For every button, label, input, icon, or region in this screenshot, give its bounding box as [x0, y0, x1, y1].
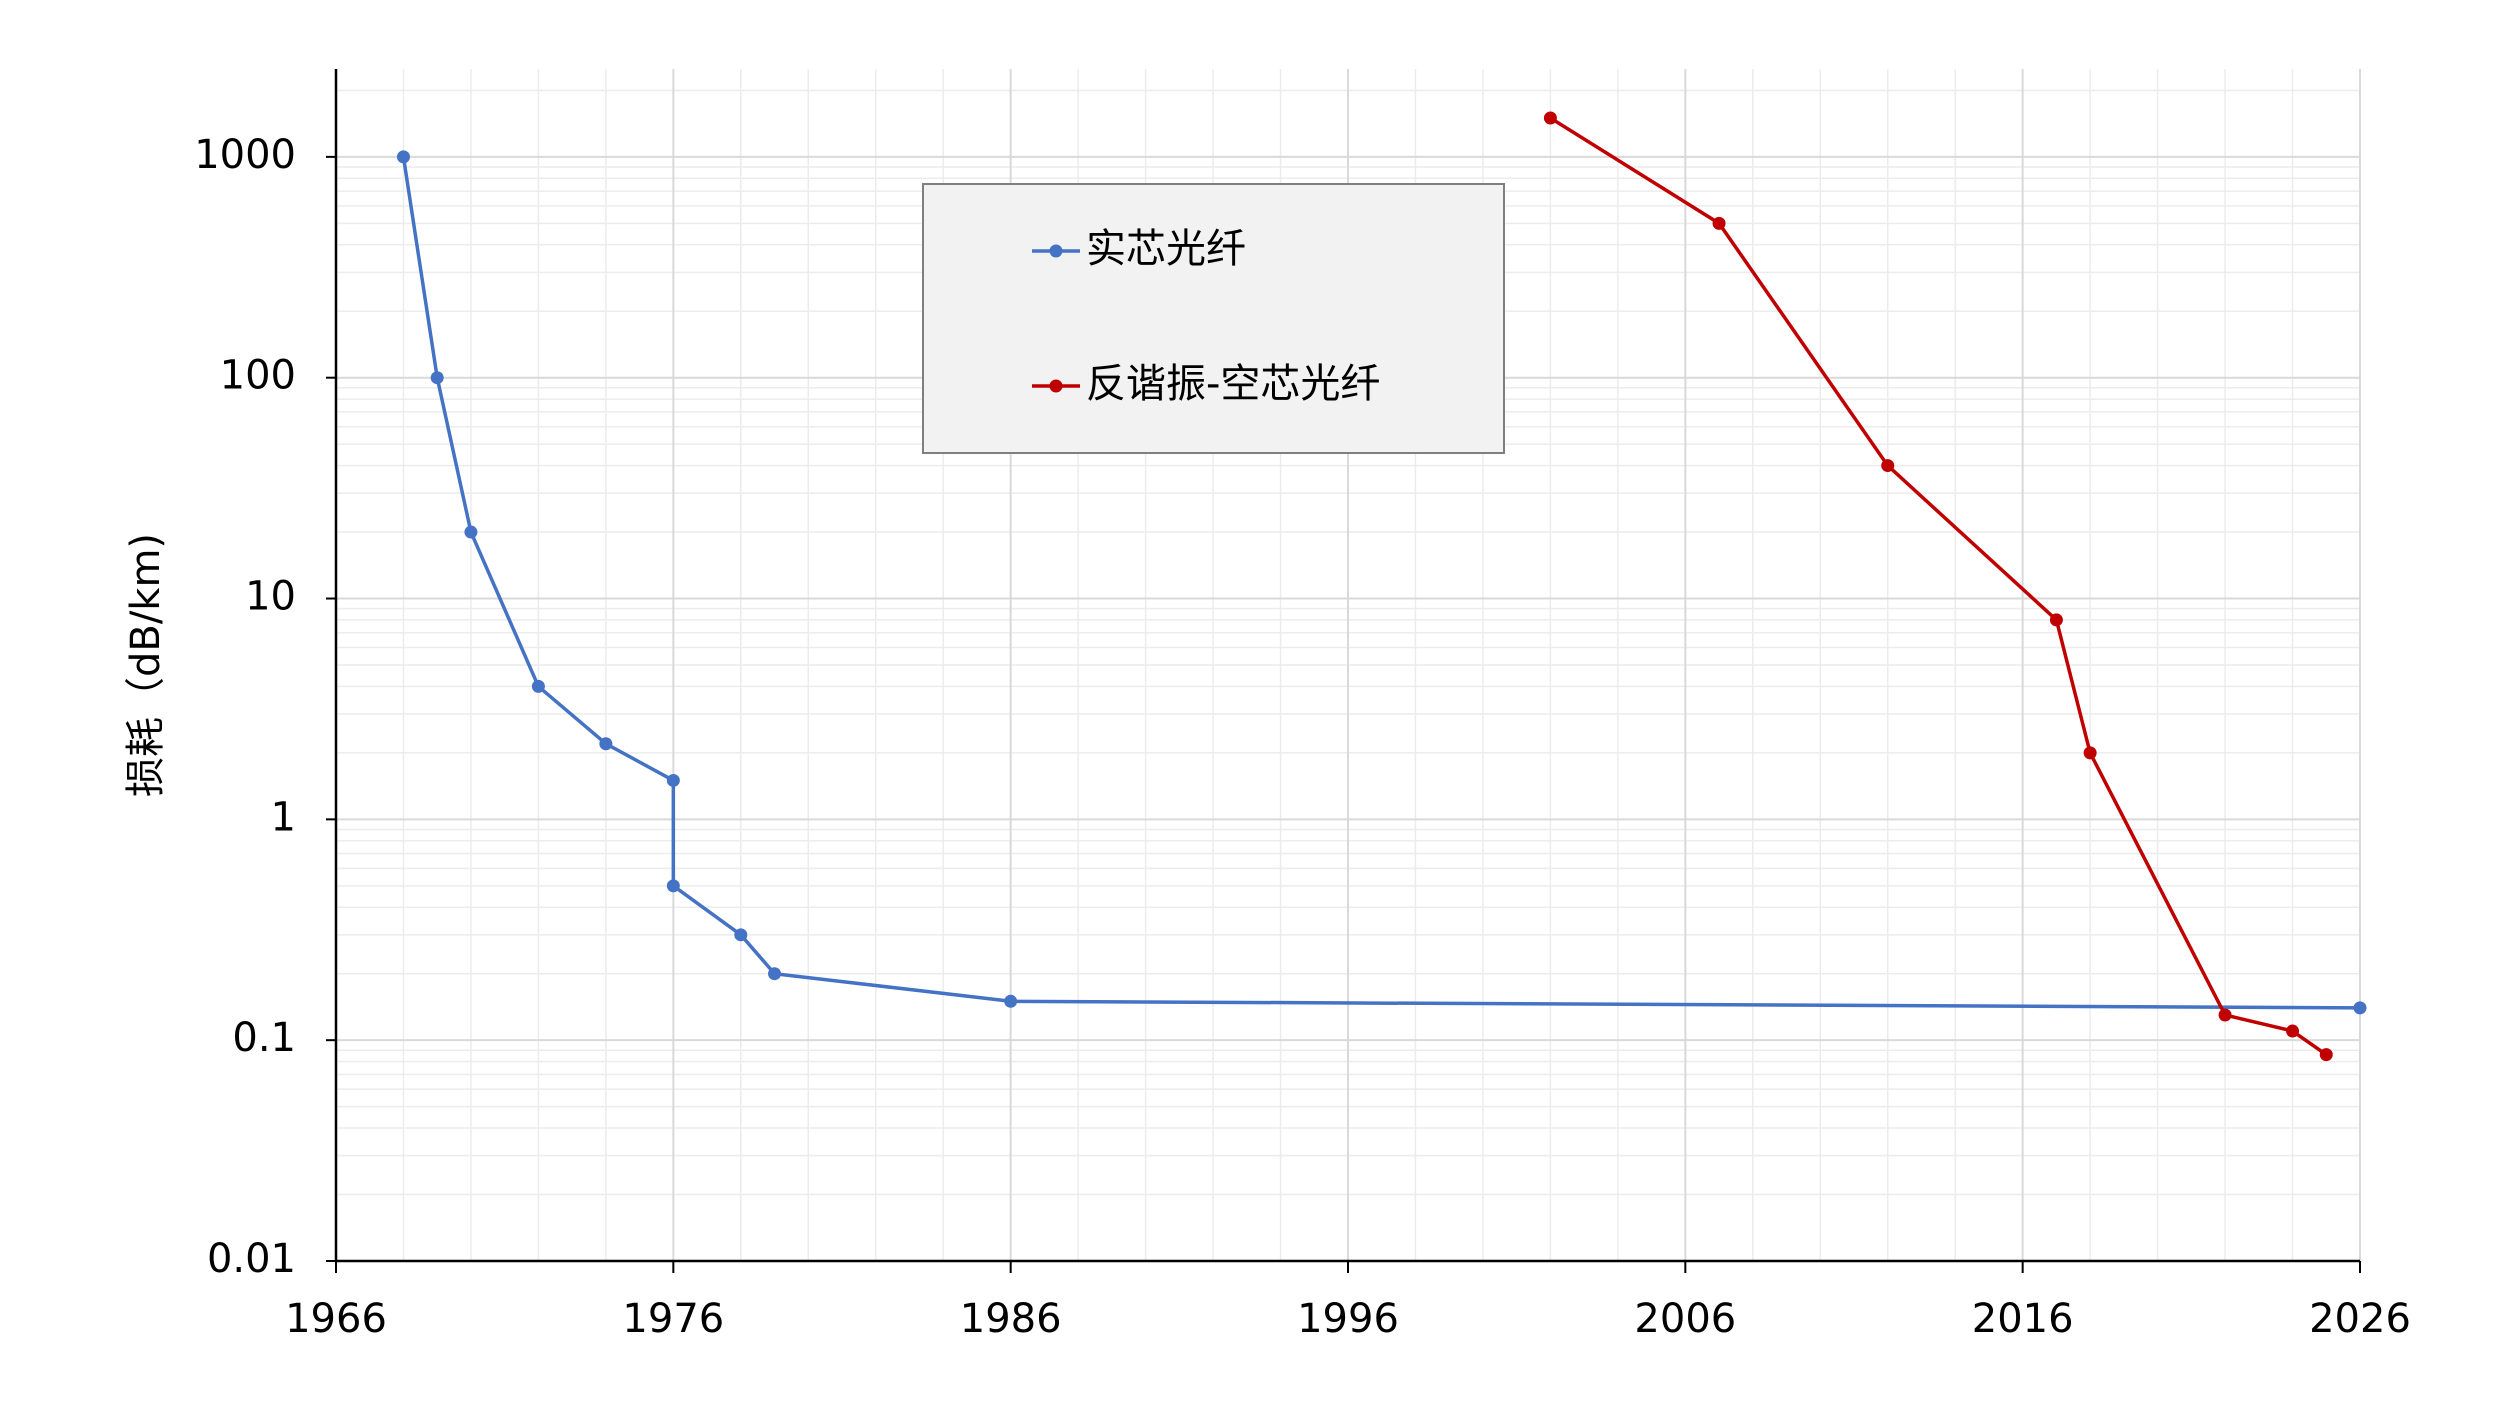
x-tick-label: 2016 — [1972, 1296, 2074, 1342]
data-point — [2319, 1048, 2333, 1062]
data-point — [768, 967, 782, 981]
legend-box — [922, 183, 1505, 454]
data-point — [2353, 1001, 2367, 1015]
y-tick-label: 1000 — [194, 132, 296, 178]
legend-label: 实芯光纤 — [1086, 226, 1246, 272]
data-point — [1543, 111, 1557, 125]
y-tick-label: 100 — [220, 353, 296, 399]
data-point — [666, 879, 680, 893]
series-line — [1549, 116, 2328, 1057]
legend-marker — [1049, 379, 1063, 393]
data-point — [396, 150, 410, 164]
x-tick-label: 1976 — [622, 1296, 724, 1342]
x-tick-label: 1966 — [285, 1296, 387, 1342]
y-tick-label: 1 — [271, 794, 296, 840]
data-point — [1004, 994, 1018, 1008]
x-tick-label: 1986 — [960, 1296, 1062, 1342]
data-point — [1712, 216, 1726, 230]
legend-label: 反谐振-空芯光纤 — [1086, 361, 1380, 407]
data-point — [599, 737, 613, 751]
legend-marker — [1049, 244, 1063, 258]
data-point — [531, 679, 545, 693]
data-point — [734, 928, 748, 942]
y-tick-label: 0.1 — [232, 1015, 296, 1061]
data-point — [2083, 746, 2097, 760]
y-tick-label: 0.01 — [207, 1236, 296, 1282]
data-point — [464, 525, 478, 539]
data-point — [2286, 1024, 2300, 1038]
x-tick-label: 2006 — [1634, 1296, 1736, 1342]
data-point — [430, 371, 444, 385]
y-tick-label: 10 — [245, 574, 296, 620]
data-point — [2049, 613, 2063, 627]
data-point — [2218, 1008, 2232, 1022]
x-tick-label: 2026 — [2309, 1296, 2411, 1342]
x-tick-label: 1996 — [1297, 1296, 1399, 1342]
data-point — [666, 773, 680, 787]
y-axis-label: 损耗（dB/km) — [123, 533, 169, 797]
data-point — [1881, 459, 1895, 473]
